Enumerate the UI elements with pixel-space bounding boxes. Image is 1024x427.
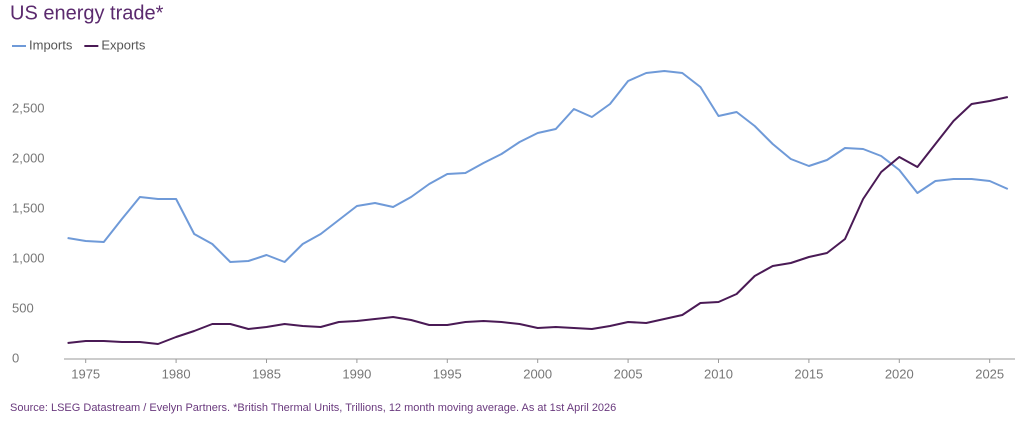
y-tick-label: 1,500 (12, 200, 45, 215)
x-tick-label: 1995 (433, 366, 462, 381)
legend-label: Imports (29, 37, 73, 52)
y-tick-label: 1,000 (12, 250, 45, 265)
x-tick-label: 2000 (523, 366, 552, 381)
x-tick-label: 1975 (71, 366, 100, 381)
legend-label: Exports (101, 37, 146, 52)
x-tick-label: 2020 (885, 366, 914, 381)
x-tick-label: 2010 (704, 366, 733, 381)
x-tick-label: 1985 (252, 366, 281, 381)
x-tick-label: 2015 (794, 366, 823, 381)
y-tick-label: 2,000 (12, 150, 45, 165)
x-tick-label: 1990 (342, 366, 371, 381)
x-tick-label: 1980 (162, 366, 191, 381)
line-series (67, 96, 1009, 345)
y-tick-label: 500 (12, 300, 34, 315)
y-tick-label: 0 (12, 350, 19, 365)
x-tick-label: 2025 (975, 366, 1004, 381)
footnote: Source: LSEG Datastream / Evelyn Partner… (10, 402, 616, 414)
x-tick-label: 2005 (614, 366, 643, 381)
chart-title: US energy trade* (10, 2, 164, 24)
line-series (67, 70, 1009, 263)
y-tick-label: 2,500 (12, 100, 45, 115)
